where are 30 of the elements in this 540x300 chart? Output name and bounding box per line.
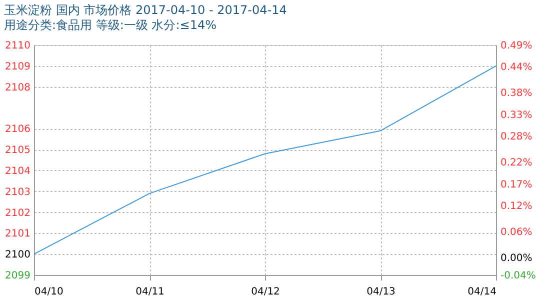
y2-tick-label: 0.12% — [500, 201, 532, 212]
y2-tick-label: 0.49% — [500, 40, 532, 52]
line-series — [34, 65, 496, 255]
x-tick-label: 04/14 — [468, 286, 496, 298]
x-tick-label: 04/13 — [366, 286, 396, 298]
y-tick-label: 2104 — [5, 166, 30, 177]
chart-subtitle: 用途分类:食品用 等级:一级 水分:≤14% — [4, 18, 216, 32]
y2-tick-label: 0.44% — [500, 62, 532, 74]
y2-tick-label: 0.38% — [500, 88, 532, 100]
y2-tick-label: 0.06% — [500, 227, 532, 238]
y-tick-label: 2099 — [5, 270, 30, 282]
y2-tick-label: -0.04% — [500, 270, 536, 282]
y-tick-label: 2105 — [5, 145, 30, 156]
y-tick-label: 2102 — [5, 208, 30, 219]
y2-tick-label: 0.00% — [500, 253, 532, 264]
y-tick-label: 2103 — [5, 186, 30, 198]
y-tick-label: 2110 — [5, 40, 30, 52]
y-tick-label: 2100 — [5, 250, 30, 261]
y-tick-label: 2108 — [5, 82, 30, 94]
x-tick-label: 04/12 — [251, 286, 280, 298]
y-tick-label: 2106 — [5, 124, 30, 136]
y-tick-label: 2101 — [5, 228, 30, 240]
y2-tick-label: 0.33% — [500, 110, 532, 121]
y2-tick-label: 0.17% — [500, 179, 532, 190]
chart-title: 玉米淀粉 国内 市场价格 2017-04-10 - 2017-04-14 — [4, 3, 287, 17]
y2-tick-label: 0.28% — [500, 132, 532, 143]
x-tick-label: 04/10 — [34, 286, 64, 298]
y2-tick-label: 0.22% — [500, 158, 532, 169]
y-tick-label: 2109 — [5, 61, 30, 72]
x-tick-label: 04/11 — [136, 286, 164, 298]
